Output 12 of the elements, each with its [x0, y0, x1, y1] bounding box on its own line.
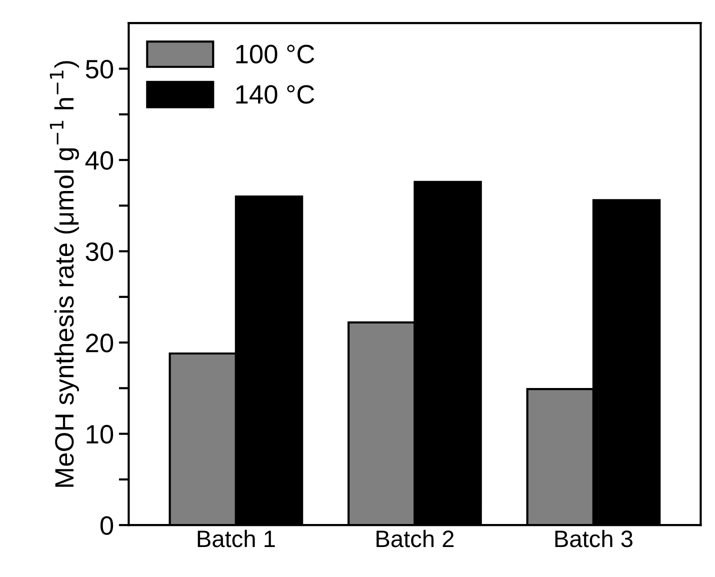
- legend-label: 100 °C: [236, 44, 314, 64]
- legend-label: 140 °C: [236, 85, 314, 104]
- y-tick-label: 50: [86, 60, 114, 79]
- x-tick-label: Batch 3: [555, 530, 632, 548]
- x-tick-label: Batch 2: [376, 530, 454, 548]
- x-tick-label: Batch 1: [198, 530, 275, 548]
- y-tick-label: 30: [86, 242, 114, 262]
- y-tick-label: 0: [100, 516, 114, 535]
- y-tick-label: 10: [86, 424, 114, 444]
- y-axis-title: MeOH synthesis rate (μmol g$^{−1}$ h$^{−1}$): [50, 61, 79, 487]
- y-tick-label: 20: [86, 334, 114, 352]
- y-tick-label: 40: [85, 151, 114, 170]
